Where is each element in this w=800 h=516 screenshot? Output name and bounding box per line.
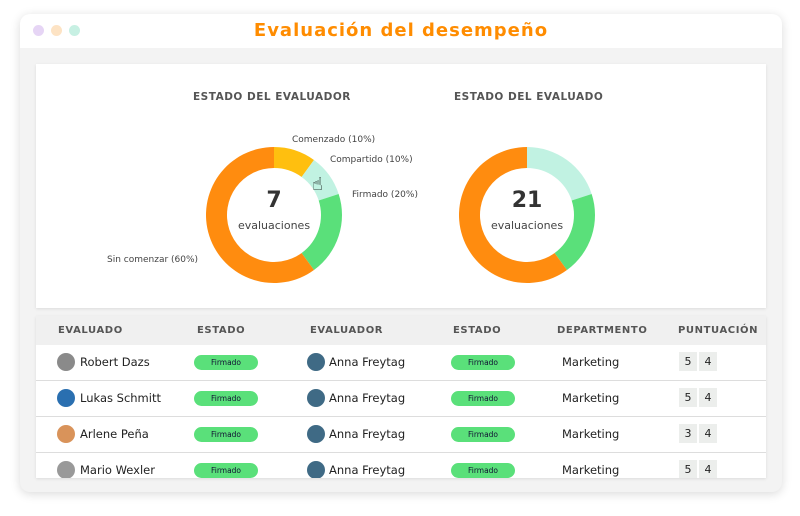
status-badge: Firmado [451, 463, 515, 478]
app-window: Evaluación del desempeño ESTADO DEL EVAL… [20, 14, 782, 492]
col-evaluado[interactable]: EVALUADO [58, 325, 123, 336]
window-minimize-dot[interactable] [51, 25, 62, 36]
status-badge: Firmado [451, 391, 515, 406]
col-evaluador[interactable]: EVALUADOR [310, 325, 384, 336]
legend-sin-comenzar: Sin comenzar (60%) [107, 255, 199, 265]
avatar [57, 461, 75, 478]
evaluado-name[interactable]: Robert Dazs [80, 355, 150, 369]
avatar [307, 461, 325, 478]
donut-charts [205, 147, 595, 283]
evaluador-name[interactable]: Anna Freytag [329, 355, 406, 369]
chart1-slice-3[interactable] [205, 147, 314, 283]
avatar [57, 425, 75, 443]
chart2-center-value: 21 [511, 188, 543, 213]
department: Marketing [562, 355, 620, 369]
window-close-dot[interactable] [33, 25, 44, 36]
col-estado[interactable]: ESTADO [197, 325, 246, 336]
window-maximize-dot[interactable] [69, 25, 80, 36]
department: Marketing [562, 391, 620, 405]
chart1-slice-0[interactable] [274, 147, 314, 177]
chart2-slice-1[interactable] [554, 193, 595, 271]
chart-title-evaluador: ESTADO DEL EVALUADOR [193, 91, 351, 103]
hand-cursor-icon: ☝ [312, 174, 323, 195]
evaluado-name[interactable]: Arlene Peña [80, 427, 149, 441]
status-badge: Firmado [194, 427, 258, 442]
evaluador-name[interactable]: Anna Freytag [329, 391, 406, 405]
legend-compartido: Compartido (10%) [330, 155, 413, 165]
status-badge: Firmado [194, 355, 258, 370]
status-badge: Firmado [194, 463, 258, 478]
status-badge: Firmado [194, 391, 258, 406]
score-2: 4 [699, 352, 717, 371]
evaluador-name[interactable]: Anna Freytag [329, 463, 406, 477]
chart1-center-value: 7 [266, 188, 282, 213]
status-badge: Firmado [451, 355, 515, 370]
legend-comenzado: Comenzado (10%) [292, 135, 376, 145]
avatar [307, 389, 325, 407]
table-row[interactable]: Mario Wexler Firmado Anna Freytag Firmad… [36, 453, 766, 478]
col-departmento[interactable]: DEPARTMENTO [557, 325, 648, 336]
department: Marketing [562, 463, 620, 477]
status-badge: Firmado [451, 427, 515, 442]
avatar [307, 353, 325, 371]
charts-panel: ESTADO DEL EVALUADOR ESTADO DEL EVALUADO… [36, 64, 766, 308]
evaluado-name[interactable]: Lukas Schmitt [80, 391, 161, 405]
avatar [57, 353, 75, 371]
chart1-slice-2[interactable] [301, 193, 342, 271]
score-2: 4 [699, 460, 717, 478]
department: Marketing [562, 427, 620, 441]
window-title: Evaluación del desempeño [253, 20, 549, 41]
score-1: 5 [679, 388, 697, 407]
chart2-slice-2[interactable] [459, 147, 567, 283]
title-bar: Evaluación del desempeño [20, 14, 782, 48]
chart1-slice-1[interactable] [301, 159, 339, 201]
score-1: 3 [679, 424, 697, 443]
score-2: 4 [699, 388, 717, 407]
col-estado-2[interactable]: ESTADO [453, 325, 502, 336]
avatar [307, 425, 325, 443]
table-row[interactable]: Robert Dazs Firmado Anna Freytag Firmado… [36, 345, 766, 381]
table-row[interactable]: Arlene Peña Firmado Anna Freytag Firmado… [36, 417, 766, 453]
score-1: 5 [679, 460, 697, 478]
score-1: 5 [679, 352, 697, 371]
evaluador-name[interactable]: Anna Freytag [329, 427, 406, 441]
avatar [57, 389, 75, 407]
col-puntuacion[interactable]: PUNTUACIÓN [678, 325, 759, 336]
chart2-slice-0[interactable] [527, 147, 592, 201]
legend-firmado: Firmado (20%) [352, 190, 418, 200]
score-2: 4 [699, 424, 717, 443]
table-row[interactable]: Lukas Schmitt Firmado Anna Freytag Firma… [36, 381, 766, 417]
evaluations-table: EVALUADO ESTADO EVALUADOR ESTADO DEPARTM… [36, 316, 766, 478]
chart2-center-label: evaluaciones [490, 219, 564, 232]
evaluado-name[interactable]: Mario Wexler [80, 463, 155, 477]
table-header: EVALUADO ESTADO EVALUADOR ESTADO DEPARTM… [36, 316, 766, 345]
chart1-center-label: evaluaciones [237, 219, 311, 232]
chart-title-evaluado: ESTADO DEL EVALUADO [454, 91, 604, 103]
